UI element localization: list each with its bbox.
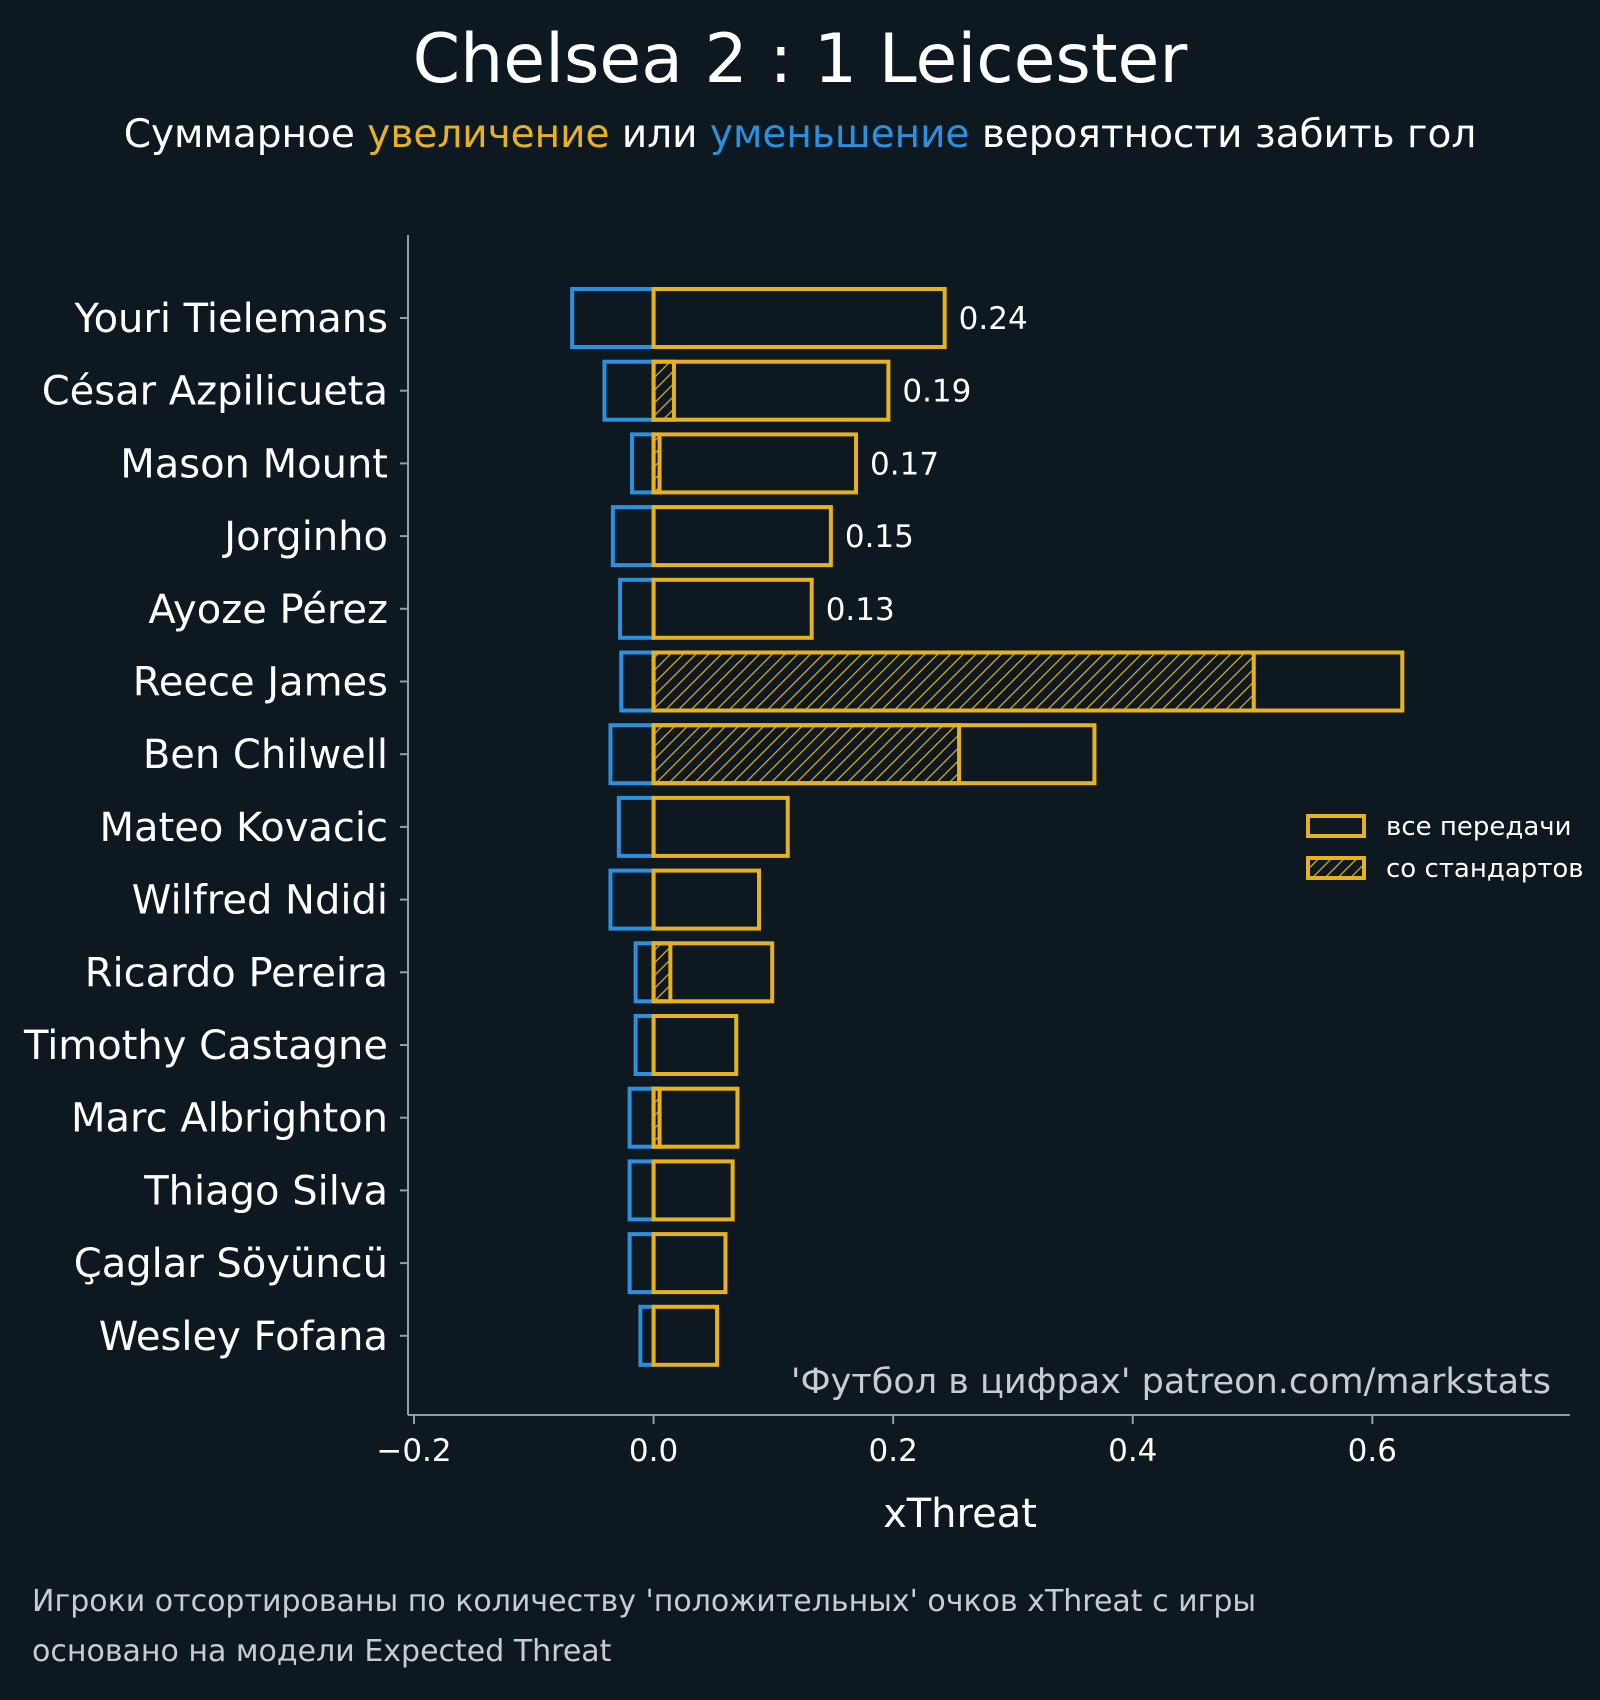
- y-tick-label: César Azpilicueta: [42, 369, 388, 415]
- subtitle-increase: увеличение: [367, 112, 610, 157]
- x-tick-label: 0.0: [629, 1433, 678, 1469]
- y-tick-label: Youri Tielemans: [73, 296, 388, 342]
- subtitle-decrease: уменьшение: [709, 112, 970, 157]
- negative-bar: [618, 577, 656, 640]
- chart-title: Chelsea 2 : 1 Leicester: [412, 20, 1188, 99]
- negative-bar: [627, 1159, 656, 1222]
- negative-bar: [570, 287, 656, 349]
- all-passes-bar: [651, 1086, 740, 1149]
- subtitle-part1: Суммарное: [123, 112, 368, 157]
- watermark: 'Футбол в цифрах' patreon.com/markstats: [791, 1362, 1551, 1402]
- x-tick-label: −0.2: [376, 1433, 451, 1469]
- axes-group: Youri Tielemans César Azpilicueta Mason Mo…: [23, 235, 1570, 1469]
- y-tick-label: Ayoze Pérez: [148, 587, 388, 633]
- all-passes-bar: [651, 941, 775, 1004]
- negative-bar: [608, 723, 656, 786]
- legend-swatch-set-pieces: [1306, 856, 1366, 880]
- all-passes-bar: [651, 723, 1097, 786]
- data-label: 0.13: [826, 592, 895, 628]
- data-label: 0.19: [902, 374, 971, 410]
- all-passes-bar: [651, 577, 814, 640]
- legend-label-set-pieces: со стандартов: [1386, 854, 1584, 884]
- y-tick-label: Wilfred Ndidi: [132, 878, 388, 924]
- footnote-model: основано на модели Expected Threat: [32, 1634, 612, 1669]
- all-passes-bar: [651, 287, 947, 349]
- subtitle-part3: вероятности забить гол: [969, 112, 1477, 157]
- all-passes-bar: [651, 1014, 739, 1076]
- legend-label-all-passes: все передачи: [1386, 812, 1572, 842]
- y-tick-label: Jorginho: [221, 514, 388, 560]
- y-tick-label: Çaglar Söyüncü: [74, 1241, 388, 1287]
- negative-bar: [627, 1086, 656, 1149]
- negative-bar: [608, 868, 656, 931]
- y-tick-label: Mateo Kovacic: [100, 805, 389, 851]
- x-tick-label: 0.2: [869, 1433, 918, 1469]
- footnote-sorting: Игроки отсортированы по количеству 'поло…: [32, 1584, 1257, 1619]
- set-piece-bar: [651, 723, 962, 786]
- y-tick-label: Ben Chilwell: [143, 732, 388, 778]
- negative-bar: [602, 359, 656, 422]
- set-piece-bar: [651, 650, 1256, 713]
- data-label: 0.24: [959, 301, 1028, 337]
- all-passes-bar: [651, 795, 790, 858]
- negative-bar: [627, 1232, 656, 1295]
- y-tick-label: Wesley Fofana: [99, 1314, 388, 1360]
- bars-group: 0.24 0.19 0.17 0.15 0.13: [570, 287, 1405, 1367]
- y-tick-label: Timothy Castagne: [23, 1023, 388, 1069]
- all-passes-bar: [651, 1232, 728, 1295]
- subtitle-part2: или: [609, 112, 710, 157]
- data-label: 0.17: [870, 446, 939, 482]
- y-tick-label: Thiago Silva: [143, 1168, 388, 1214]
- x-tick-label: 0.4: [1108, 1433, 1157, 1469]
- all-passes-bar: [651, 432, 859, 495]
- chart-subtitle: Суммарное увеличение или уменьшение веро…: [0, 112, 1600, 157]
- all-passes-bar: [651, 1159, 735, 1222]
- all-passes-bar: [651, 1304, 720, 1367]
- x-tick-label: 0.6: [1348, 1433, 1397, 1469]
- negative-bar: [633, 1014, 656, 1076]
- y-tick-label: Reece James: [133, 660, 388, 706]
- x-axis-label: xThreat: [883, 1491, 1037, 1537]
- legend-swatch-all-passes: [1306, 814, 1366, 838]
- all-passes-bar: [651, 359, 891, 422]
- negative-bar: [616, 795, 656, 858]
- negative-bar: [619, 650, 656, 713]
- y-tick-label: Ricardo Pereira: [85, 950, 388, 996]
- all-passes-bar: [651, 868, 761, 931]
- negative-bar: [630, 432, 656, 495]
- all-passes-bar: [651, 650, 1405, 713]
- all-passes-bar: [651, 505, 833, 568]
- set-piece-bar: [651, 941, 673, 1004]
- negative-bar: [633, 941, 656, 1004]
- negative-bar: [610, 505, 656, 568]
- data-label: 0.15: [845, 519, 914, 555]
- set-piece-bar: [651, 359, 676, 422]
- y-tick-label: Mason Mount: [120, 441, 388, 487]
- y-tick-label: Marc Albrighton: [71, 1096, 388, 1142]
- legend: все передачи со стандартов: [1306, 812, 1584, 884]
